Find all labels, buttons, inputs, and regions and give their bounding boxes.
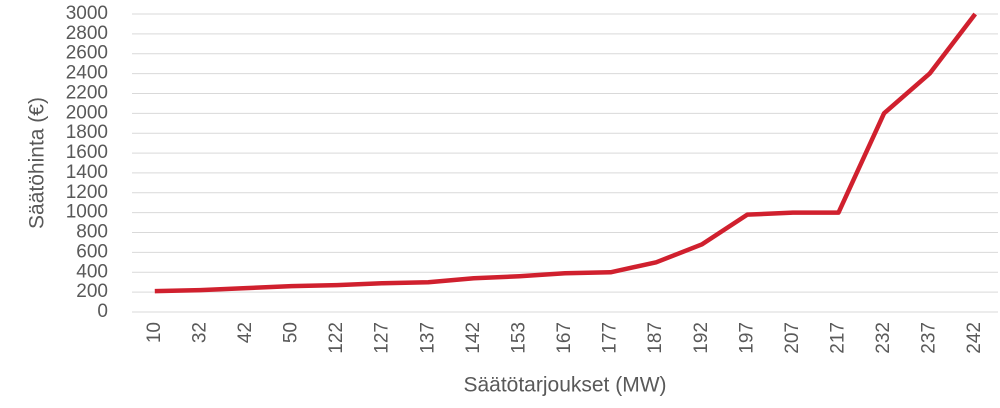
x-axis-label: Säätötarjoukset (MW) — [463, 374, 666, 397]
y-tick-label: 400 — [76, 261, 108, 282]
x-tick-label: 242 — [964, 322, 985, 354]
y-tick-label: 3000 — [66, 3, 108, 24]
x-tick-label: 127 — [372, 322, 393, 354]
x-tick-label: 10 — [144, 322, 165, 343]
x-tick-label: 177 — [600, 322, 621, 354]
x-tick-label: 207 — [782, 322, 803, 354]
y-tick-label: 2800 — [66, 23, 108, 44]
y-tick-label: 1800 — [66, 122, 108, 143]
x-tick-label: 217 — [827, 322, 848, 354]
y-tick-label: 800 — [76, 222, 108, 243]
x-tick-label: 153 — [508, 322, 529, 354]
y-tick-label: 1400 — [66, 162, 108, 183]
x-tick-label: 232 — [873, 322, 894, 354]
y-tick-label: 200 — [76, 281, 108, 302]
x-tick-label: 192 — [691, 322, 712, 354]
y-axis-label: Säätöhinta (€) — [26, 97, 49, 229]
x-tick-label: 237 — [919, 322, 940, 354]
y-tick-label: 1000 — [66, 202, 108, 223]
y-tick-label: 2200 — [66, 82, 108, 103]
y-tick-label: 2000 — [66, 102, 108, 123]
y-tick-label: 2400 — [66, 63, 108, 84]
x-tick-label: 197 — [736, 322, 757, 354]
x-tick-label: 167 — [554, 322, 575, 354]
x-tick-label: 142 — [463, 322, 484, 354]
x-tick-label: 137 — [417, 322, 438, 354]
y-tick-label: 0 — [97, 301, 108, 322]
x-tick-label: 42 — [235, 322, 256, 343]
y-tick-label: 600 — [76, 241, 108, 262]
x-tick-label: 50 — [281, 322, 302, 343]
line — [154, 12, 977, 294]
y-tick-label: 1200 — [66, 182, 108, 203]
x-tick-label: 187 — [645, 322, 666, 354]
x-tick-label: 122 — [326, 322, 347, 354]
y-tick-label: 1600 — [66, 142, 108, 163]
x-tick-label: 32 — [189, 322, 210, 343]
y-tick-label: 2600 — [66, 43, 108, 64]
